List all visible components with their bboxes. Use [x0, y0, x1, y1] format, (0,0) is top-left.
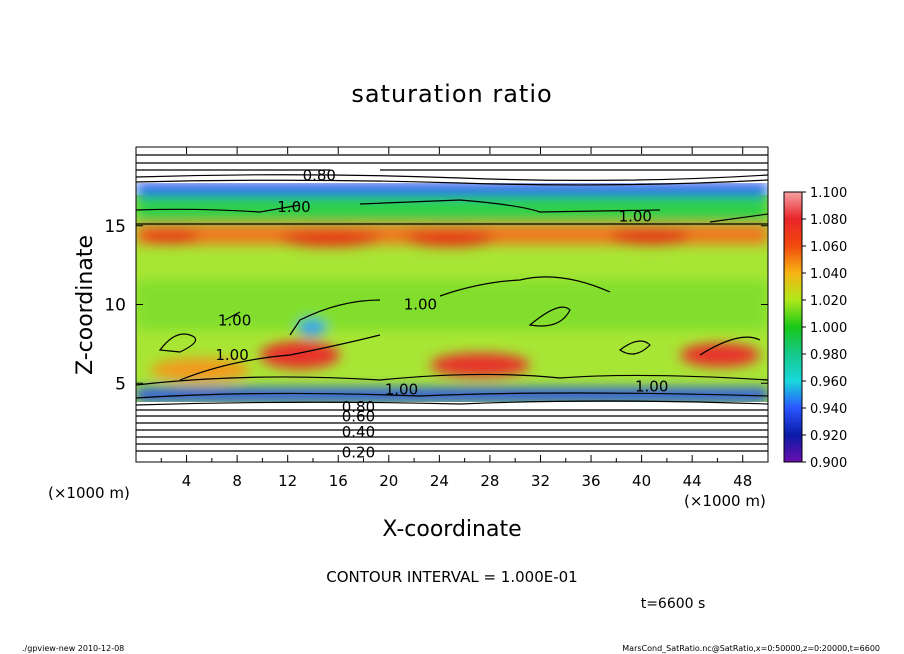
colorbar-tick-label: 0.960 [810, 375, 847, 390]
contour-label: 0.20 [342, 444, 375, 462]
x-tick-label: 36 [581, 472, 600, 490]
contour-line-4 [136, 174, 768, 181]
contour-line-9 [158, 333, 197, 353]
heatmap-cyan-patch [298, 320, 326, 336]
x-tick-label: 32 [531, 472, 550, 490]
colorbar-tick-label: 0.940 [810, 402, 847, 417]
contour-lines [136, 154, 768, 452]
x-axis: 4 8 12 16 20 24 28 32 36 40 44 48 [160, 147, 752, 490]
z-tick-label: 5 [115, 374, 126, 394]
contour-label: 1.00 [215, 346, 248, 364]
colorbar-tick-label: 1.040 [810, 267, 847, 282]
contour-line-14 [136, 373, 768, 386]
x-tick-label: 20 [379, 472, 398, 490]
colorbar-tick-label: 1.100 [810, 186, 847, 201]
x-tick-label: 16 [329, 472, 348, 490]
plot-area: 0.801.001.001.001.001.001.00 1.000.800.60… [136, 147, 768, 462]
heatmap-lower-white [136, 402, 768, 462]
colorbar-tick-label: 0.900 [810, 456, 847, 471]
z-tick-label: 15 [104, 217, 126, 237]
contour-label: 0.40 [342, 423, 375, 441]
contour-label: 1.00 [619, 207, 652, 225]
colorbar-gradient [783, 191, 803, 463]
heatmap-upper-white [136, 147, 768, 183]
colorbar-tick-label: 1.020 [810, 294, 847, 309]
colorbar: 0.900 0.920 0.940 0.960 0.980 1.000 1.020 1.040… [783, 186, 847, 471]
contour-line-6 [136, 199, 768, 223]
contour-label: 0.80 [303, 166, 336, 184]
footer-right: MarsCond_SatRatio.nc@SatRatio,x=0:50000,… [622, 644, 880, 653]
time-label: t=6600 s [641, 596, 706, 612]
contour-interval: CONTOUR INTERVAL = 1.000E-01 [326, 568, 577, 586]
x-tick-label: 28 [480, 472, 499, 490]
contour-label: 1.00 [635, 377, 668, 395]
heatmap-orange-patch [150, 358, 250, 382]
z-axis: 5 10 15 [104, 217, 768, 394]
contour-line-12 [618, 340, 651, 355]
contour-label: 0.60 [342, 407, 375, 425]
chart-title: saturation ratio [351, 80, 552, 108]
x-tick-label: 4 [182, 472, 192, 490]
colorbar-tick-label: 1.080 [810, 213, 847, 228]
x-tick-label: 44 [683, 472, 702, 490]
x-axis-label: X-coordinate [382, 517, 521, 542]
z-tick-label: 10 [104, 296, 126, 316]
heatmap-maxima-1 [140, 228, 200, 244]
contour-line-10 [179, 311, 381, 381]
heatmap-maxima-2 [280, 229, 380, 247]
x-tick-label: 24 [430, 472, 449, 490]
contour-line-13 [699, 336, 761, 356]
heatmap-red-patch-3 [680, 343, 760, 367]
contour-label: 0.80 [342, 398, 375, 416]
heatmap-red-patch-2 [430, 353, 530, 377]
contour-label: 1.00 [404, 296, 437, 314]
x-tick-label: 12 [278, 472, 297, 490]
colorbar-tick-label: 0.920 [810, 429, 847, 444]
heatmap-maxima-4 [610, 227, 690, 245]
contour-line-15 [136, 392, 768, 399]
x-tick-label: 48 [733, 472, 752, 490]
heatmap-band-green-mid [136, 280, 768, 330]
x-tick-label: 40 [632, 472, 651, 490]
colorbar-tick-label: 0.980 [810, 348, 847, 363]
x-tick-label: 8 [232, 472, 242, 490]
y-axis-label: Z-coordinate [73, 235, 98, 375]
contour-line-5 [136, 179, 768, 186]
x-axis-unit-right: (×1000 m) [684, 492, 766, 510]
heatmap-maxima-3 [405, 229, 495, 247]
heatmap-field [136, 147, 768, 462]
contour-label: 1.00 [277, 198, 310, 216]
heatmap-red-patch-1 [260, 341, 340, 369]
colorbar-tick-label: 1.060 [810, 240, 847, 255]
footer-left: ./gpview-new 2010-12-08 [22, 644, 124, 653]
contour-label: 1.00 [218, 311, 251, 329]
contour-line-8 [289, 276, 611, 336]
contour-line-16 [136, 400, 768, 406]
x-axis-unit-left: (×1000 m) [48, 484, 130, 502]
contour-labels: 0.801.001.001.001.001.001.00 1.000.800.60… [215, 166, 668, 461]
contour-label: 1.00 [385, 381, 418, 399]
colorbar-ticks: 0.900 0.920 0.940 0.960 0.980 1.000 1.020 1.040… [802, 186, 847, 471]
contour-line-11 [528, 306, 571, 327]
heatmap-band-blue-upper [136, 183, 768, 195]
colorbar-tick-label: 1.000 [810, 321, 847, 336]
